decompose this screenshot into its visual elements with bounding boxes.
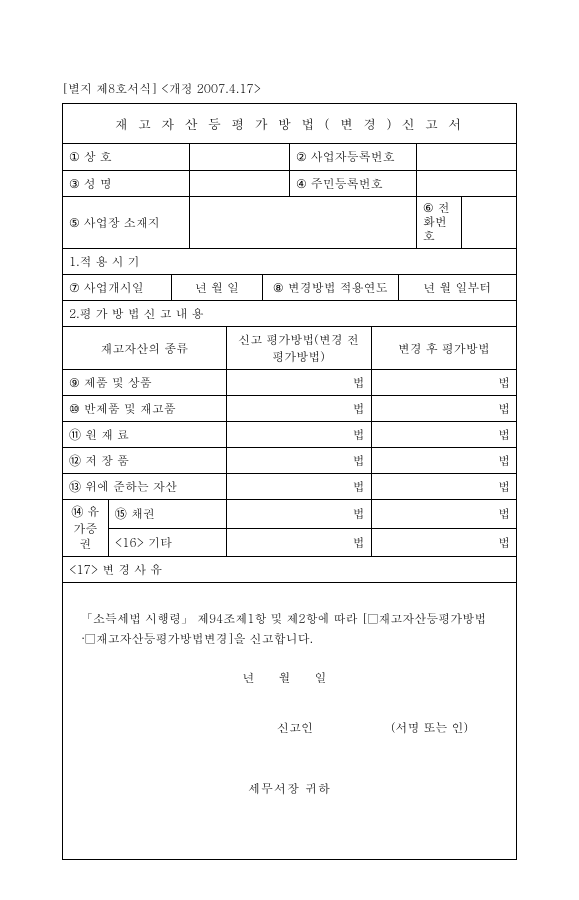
- field-5-value[interactable]: [190, 197, 417, 249]
- table-row: ⑩ 반제품 및 재고품 법 법: [63, 396, 516, 422]
- cell-value[interactable]: 법: [371, 448, 516, 474]
- field-2-value[interactable]: [416, 144, 516, 170]
- declaration-area: 「소득세법 시행령」 제94조제1항 및 제2항에 따라 [□재고자산등평가방법…: [62, 583, 517, 860]
- form-container: 재 고 자 산 등 평 가 방 법 ( 변 경 ) 신 고 서 ① 상 호 ② …: [62, 103, 517, 583]
- field-7-label: ⑦ 사업개시일: [63, 275, 172, 301]
- field-5-label: ⑤ 사업장 소재지: [63, 197, 190, 249]
- cell-value[interactable]: 법: [226, 448, 371, 474]
- table-row: ⑬ 위에 준하는 자산 법 법: [63, 474, 516, 500]
- table-row: ⑫ 저 장 품 법 법: [63, 448, 516, 474]
- tax-office-line: 세무서장 귀하: [81, 779, 498, 799]
- table-row: ⑨ 제품 및 상품 법 법: [63, 370, 516, 396]
- table-row: <16> 기타 법 법: [63, 528, 516, 556]
- field-1-label: ① 상 호: [63, 144, 190, 170]
- cell-value[interactable]: 법: [226, 370, 371, 396]
- field-1-value[interactable]: [190, 144, 290, 170]
- table-row: ⑭ 유가증권 ⑮ 채권 법 법: [63, 500, 516, 528]
- cell-value[interactable]: 법: [226, 474, 371, 500]
- section-2-header: 2.평 가 방 법 신 고 내 용: [63, 301, 516, 327]
- cell-value[interactable]: 법: [371, 370, 516, 396]
- cell-value[interactable]: 법: [226, 396, 371, 422]
- address-table: ⑤ 사업장 소재지 ⑥ 전화번호: [63, 197, 516, 249]
- field-3-value[interactable]: [190, 170, 290, 196]
- cell-value[interactable]: 법: [371, 422, 516, 448]
- table-row: ⑪ 원 재 료 법 법: [63, 422, 516, 448]
- cell-value[interactable]: 법: [371, 474, 516, 500]
- field-6-value[interactable]: [462, 197, 516, 249]
- cell-value[interactable]: 법: [226, 422, 371, 448]
- cell-value[interactable]: 법: [371, 500, 516, 528]
- method-table: 재고자산의 종류 신고 평가방법(변경 전 평가방법) 변경 후 평가방법 ⑨ …: [63, 327, 516, 583]
- col-before-method: 신고 평가방법(변경 전 평가방법): [226, 327, 371, 370]
- field-4-label: ④ 주민등록번호: [289, 170, 416, 196]
- signature-line: 신고인 (서명 또는 인): [81, 718, 498, 738]
- field-8-value[interactable]: 년 월 일부터: [398, 275, 516, 301]
- form-title: 재 고 자 산 등 평 가 방 법 ( 변 경 ) 신 고 서: [63, 104, 516, 144]
- field-3-label: ③ 성 명: [63, 170, 190, 196]
- field-7-value[interactable]: 년 월 일: [172, 275, 263, 301]
- applicant-table: ① 상 호 ② 사업자등록번호 ③ 성 명 ④ 주민등록번호: [63, 144, 516, 197]
- cell-value[interactable]: 법: [371, 396, 516, 422]
- declaration-text: 「소득세법 시행령」 제94조제1항 및 제2항에 따라 [□재고자산등평가방법…: [81, 609, 498, 650]
- field-6-label: ⑥ 전화번호: [416, 197, 461, 249]
- date-line[interactable]: 년 월 일: [81, 668, 498, 688]
- form-header: [별지 제8호서식] <개정 2007.4.17>: [62, 80, 517, 97]
- cell-value[interactable]: 법: [226, 500, 371, 528]
- cell-value[interactable]: 법: [371, 528, 516, 556]
- col-asset-type: 재고자산의 종류: [63, 327, 226, 370]
- signer-label: 신고인: [277, 719, 313, 736]
- col-after-method: 변경 후 평가방법: [371, 327, 516, 370]
- section-1-header: 1.적 용 시 기: [63, 249, 516, 275]
- field-2-label: ② 사업자등록번호: [289, 144, 416, 170]
- period-table: ⑦ 사업개시일 년 월 일 ⑧ 변경방법 적용연도 년 월 일부터: [63, 275, 516, 302]
- cell-value[interactable]: 법: [226, 528, 371, 556]
- field-8-label: ⑧ 변경방법 적용연도: [262, 275, 398, 301]
- sign-hint: (서명 또는 인): [391, 719, 468, 736]
- field-4-value[interactable]: [416, 170, 516, 196]
- reason-row: <17> 변 경 사 유: [63, 556, 516, 582]
